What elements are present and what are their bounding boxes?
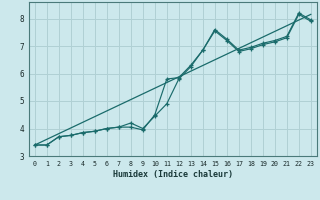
X-axis label: Humidex (Indice chaleur): Humidex (Indice chaleur) bbox=[113, 170, 233, 179]
